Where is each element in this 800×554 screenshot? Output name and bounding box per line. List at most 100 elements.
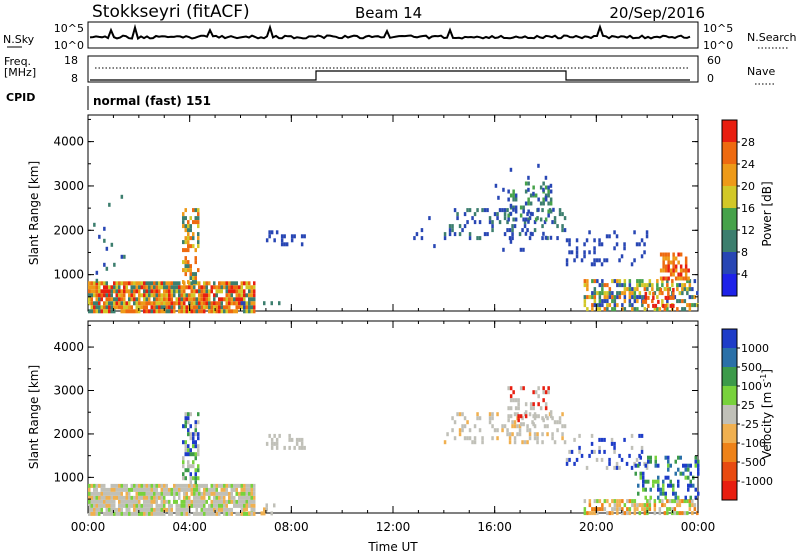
vel-cell-0: [98, 503, 101, 508]
vel-cell-0: [158, 503, 161, 508]
power-cell-6: [478, 236, 482, 241]
vel-cell-6: [615, 465, 619, 470]
power-cell-10: [641, 303, 644, 308]
vel-cell-0: [203, 487, 206, 492]
noise-tick-top-right: 10^5: [703, 22, 733, 35]
power-ytick-label: 4000: [53, 135, 84, 149]
vel-cell-1: [184, 476, 187, 481]
vel-cell-8: [674, 471, 677, 476]
power-cell-0: [240, 297, 243, 302]
vel-cell-0: [225, 487, 228, 492]
power-cell-8: [552, 207, 555, 212]
vel-cell-5: [547, 390, 550, 395]
power-cell-5: [433, 244, 436, 249]
vel-cell-7: [593, 511, 597, 516]
vel-cell-8: [647, 455, 650, 460]
power-cell-6: [553, 216, 557, 221]
power-cell-1: [187, 228, 190, 233]
vel-cell-1: [182, 440, 185, 445]
power-cell-0: [230, 301, 233, 306]
vel-cell-0: [233, 503, 236, 508]
vel-cell-0: [165, 499, 168, 504]
vel-cell-7: [593, 499, 597, 504]
vel-cell-0: [220, 483, 223, 488]
power-cell-12: [672, 303, 675, 308]
power-cell-10: [611, 307, 614, 312]
vel-cell-0: [250, 499, 253, 504]
power-cell-5: [415, 232, 419, 237]
vel-cell-0: [248, 483, 251, 488]
vel-cell-4: [473, 424, 477, 429]
power-cell-0: [115, 289, 118, 294]
power-cell-11: [667, 252, 670, 257]
power-cell-0: [170, 281, 173, 286]
vel-cell-0: [165, 487, 168, 492]
vel-cell-0: [163, 483, 166, 488]
vel-cell-0: [193, 491, 196, 496]
vel-cell-4: [463, 436, 467, 441]
vel-cell-0: [135, 511, 138, 516]
vel-cell-5: [529, 406, 533, 411]
power-cell-0: [103, 305, 106, 310]
power-cell-0: [175, 289, 178, 294]
vel-cell-4: [458, 428, 462, 433]
vel-cell-0: [145, 511, 148, 516]
power-cell-1: [187, 240, 190, 245]
power-cell-0: [210, 309, 213, 314]
vel-cell-8: [634, 463, 637, 468]
vel-cell-0: [100, 491, 103, 496]
power-cell-0: [228, 281, 231, 286]
vel-cell-4: [541, 432, 544, 437]
power-cell-1: [184, 264, 187, 269]
vel-cell-0: [213, 491, 216, 496]
power-cell-9: [633, 258, 636, 263]
vel-cell-0: [175, 483, 178, 488]
vel-colorbar-tick: 25: [741, 399, 755, 412]
vel-cell-0: [243, 503, 246, 508]
vel-cell-0: [183, 503, 186, 508]
vel-cell-4: [543, 424, 547, 429]
vel-cell-0: [238, 511, 241, 516]
power-cell-10: [688, 303, 692, 308]
power-cell-6: [543, 220, 547, 225]
vel-cell-0: [190, 503, 193, 508]
vel-cell-5: [537, 414, 540, 419]
power-cell-11: [662, 256, 665, 261]
power-cell-10: [688, 287, 692, 292]
power-cell-0: [230, 293, 233, 298]
power-cell-0: [188, 293, 191, 298]
vel-cell-4: [551, 416, 554, 421]
power-cell-0: [90, 293, 93, 298]
vel-cell-7: [623, 511, 627, 516]
vel-cell-0: [125, 511, 128, 516]
power-cell-0: [250, 289, 253, 294]
vel-cell-6: [608, 461, 611, 466]
power-cell-10: [596, 307, 599, 312]
vel-cell-0: [215, 507, 218, 512]
vel-cell-6: [575, 457, 579, 462]
vel-cell-8: [664, 475, 667, 480]
power-cell-0: [93, 293, 96, 298]
vel-cell-5: [537, 402, 540, 407]
power-cell-10: [686, 291, 689, 296]
power-cell-10: [613, 303, 617, 308]
power-cell-11: [659, 276, 663, 281]
power-cell-0: [140, 301, 143, 306]
power-cell-4: [270, 230, 274, 235]
power-cell-8: [512, 207, 515, 212]
vel-colorbar-tick: -500: [741, 456, 766, 469]
vel-cell-0: [160, 495, 163, 500]
power-cell-0: [123, 285, 126, 290]
power-cell-0: [220, 297, 223, 302]
vel-cell-3: [300, 441, 304, 446]
power-cell-0: [180, 285, 183, 290]
vel-cell-0: [148, 503, 151, 508]
vel-cell-0: [155, 495, 158, 500]
power-cell-0: [205, 289, 208, 294]
vel-cell-0: [120, 503, 123, 508]
vel-cell-0: [185, 503, 188, 508]
vel-cell-5: [542, 418, 545, 423]
power-cell-0: [110, 301, 113, 306]
vel-cell-7: [658, 507, 662, 512]
power-cell-6: [541, 224, 544, 229]
